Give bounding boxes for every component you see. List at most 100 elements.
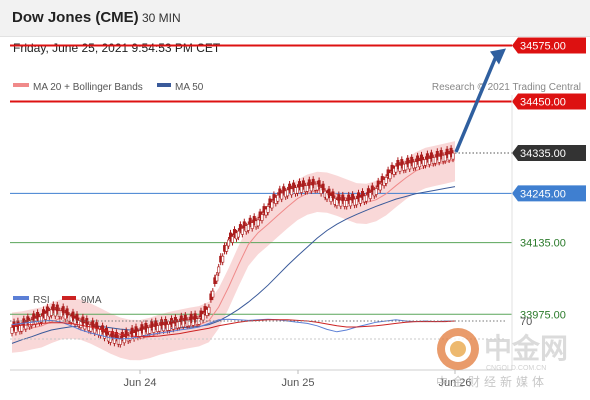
ma50-legend-swatch [157,83,171,87]
candle-body [301,180,305,187]
candle-body [266,206,270,213]
candle-body [158,324,162,332]
candle-body [429,152,433,159]
candle-body [93,326,97,334]
candle-body [443,154,447,162]
candle-body [162,324,166,332]
level-label-34135-00: 34135.00 [520,238,566,250]
candle-body [211,290,215,298]
candle-body [128,333,132,341]
ma9-legend-swatch [62,296,76,300]
level-tag-34450-00 [512,93,586,110]
candle-body [217,266,221,274]
candle-body [341,194,345,202]
candle-body [236,230,240,238]
candle-body [124,330,128,337]
candle-body [278,188,282,196]
candle-body [51,304,55,311]
candle-body [71,311,75,319]
level-label-34335-00: 34335.00 [520,148,566,160]
forecast-arrow-shaft [454,55,498,153]
candle-body [256,219,260,227]
instrument-title: Dow Jones (CME) [12,9,139,26]
candle-body [53,309,57,317]
candle-body [270,201,274,209]
candle-body [171,322,175,330]
candle-body [445,148,449,156]
candle-body [63,312,67,320]
candle-body [122,336,126,344]
candle-body [297,181,301,188]
candle-body [160,319,164,326]
candle-body [10,327,14,334]
candlesticks [10,145,455,348]
rsi-level-label: 70 [520,316,532,328]
candle-body [299,186,303,193]
candle-body [246,224,250,231]
timeframe-label[interactable]: 30 MIN [142,11,181,25]
ma9-legend-label: 9MA [81,295,102,306]
x-tick-label: Jun 26 [438,377,471,389]
candle-body [140,324,144,331]
candle-body [215,274,219,282]
candle-body [331,191,335,198]
candle-body [164,318,168,326]
candle-body [364,194,368,202]
candle-body [242,221,246,228]
forecast-arrow [454,48,506,153]
candle-body [388,172,392,180]
x-axis-ticks: Jun 24 Jun 25 Jun 26 [123,370,472,389]
candle-body [207,306,211,314]
candle-body [14,326,18,333]
level-tag-34575-00 [512,37,586,54]
candle-body [24,322,28,330]
candle-body [307,179,311,186]
candle-body [349,199,353,207]
cngold-watermark: 中金网 CNGOLD.COM.CN 中金财经新媒体 [436,328,568,389]
candle-body [75,313,79,321]
candle-body [437,156,441,163]
candle-body [144,322,148,330]
candle-body [360,191,364,198]
candle-body [250,222,254,229]
candle-body [248,217,252,225]
forecast-arrow-head [490,48,506,65]
candle-body [59,310,63,318]
candle-body [193,313,197,320]
candle-body [290,188,294,196]
candle-body [55,304,59,312]
candle-body [179,315,183,323]
candle-body [288,183,292,191]
level-label-34575-00: 34575.00 [520,40,566,52]
candle-body [45,306,49,314]
candle-body [447,153,451,161]
candle-body [189,313,193,321]
candle-body [154,320,158,328]
candle-body [229,232,233,240]
candle-body [449,147,453,155]
candle-body [368,192,372,199]
rsi-legend-label: RSI [33,295,50,306]
candle-body [378,183,382,191]
watermark-domain: CNGOLD.COM.CN [486,365,546,372]
candle-body [347,194,351,202]
candle-body [89,324,93,332]
candle-body [329,195,333,202]
candle-body [65,308,69,316]
watermark-brand: 中金网 [484,332,568,364]
candle-body [425,153,429,160]
ma20-legend-label: MA 20 + Bollinger Bands [33,82,143,93]
candle-body [309,184,313,192]
candle-body [120,331,124,339]
candle-body [305,185,309,192]
level-label-34245-00: 34245.00 [520,188,566,200]
candle-body [398,164,402,172]
candle-body [95,322,99,329]
candle-body [384,177,388,184]
candle-body [404,163,408,171]
candle-body [130,327,134,335]
rsi-ma-line [11,319,456,338]
candle-body [225,245,229,252]
candle-body [356,192,360,199]
